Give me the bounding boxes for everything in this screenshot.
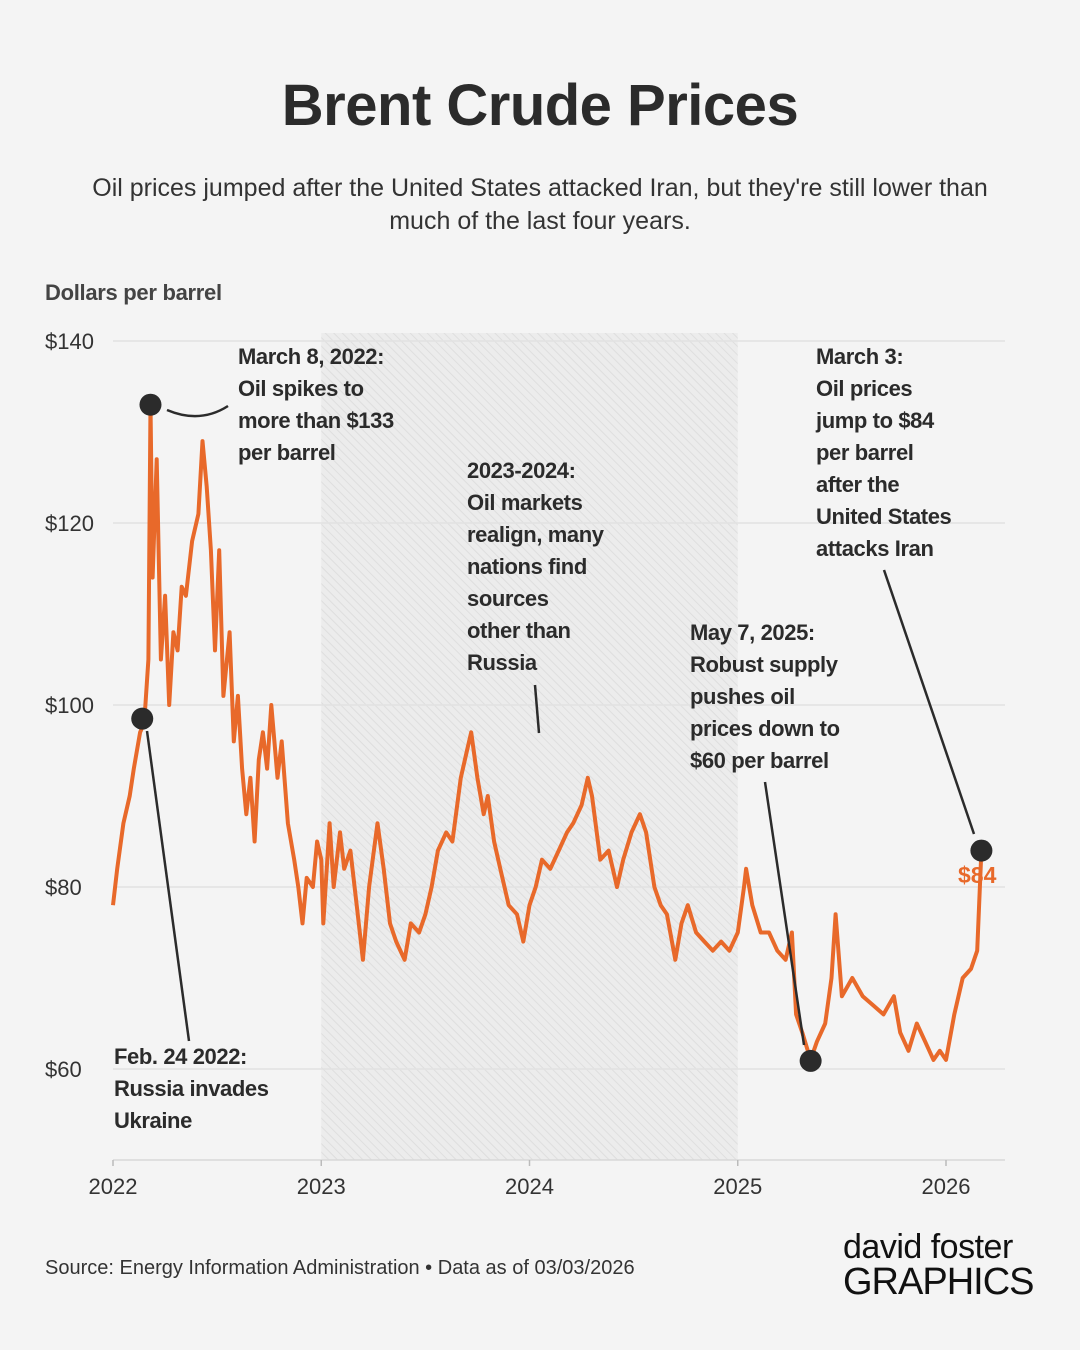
annotation-line: pushes oil xyxy=(690,684,795,709)
annotation-dot-spike xyxy=(139,393,162,416)
y-tick-label: $120 xyxy=(45,511,94,536)
x-tick-label: 2024 xyxy=(505,1174,554,1199)
annotation-realign: 2023-2024: Oil markets realign, many nat… xyxy=(467,455,604,679)
leader-line-spike xyxy=(166,404,229,418)
logo-line-2: GRAPHICS xyxy=(843,1261,1034,1303)
annotation-line: March 3: xyxy=(816,344,904,369)
annotation-line: $60 per barrel xyxy=(690,748,829,773)
annotation-dot-iran xyxy=(970,839,993,862)
x-tick-label: 2022 xyxy=(89,1174,138,1199)
logo-line-1: david foster xyxy=(843,1228,1013,1266)
annotation-dot-invasion xyxy=(131,707,154,730)
annotation-line: Oil markets xyxy=(467,490,583,515)
annotation-line: United States xyxy=(816,504,952,529)
x-tick-label: 2025 xyxy=(713,1174,762,1199)
annotation-invasion: Feb. 24 2022: Russia invades Ukraine xyxy=(114,1041,269,1137)
x-tick-label: 2026 xyxy=(922,1174,971,1199)
leader-line-iran xyxy=(882,569,976,835)
annotation-line: per barrel xyxy=(238,440,336,465)
annotation-line: Robust supply xyxy=(690,652,838,677)
annotation-line: after the xyxy=(816,472,900,497)
annotation-dot-supply xyxy=(799,1049,822,1072)
leader-line-invasion xyxy=(145,730,191,1042)
annotation-line: Russia invades xyxy=(114,1076,269,1101)
annotation-iran: March 3: Oil prices jump to $84 per barr… xyxy=(816,341,952,565)
annotation-line: Russia xyxy=(467,650,537,675)
annotation-line: sources xyxy=(467,586,549,611)
annotation-spike: March 8, 2022: Oil spikes to more than $… xyxy=(238,341,394,469)
y-tick-label: $60 xyxy=(45,1057,82,1082)
last-value-label: $84 xyxy=(958,862,997,888)
annotation-line: Ukraine xyxy=(114,1108,192,1133)
annotation-line: jump to $84 xyxy=(816,408,934,433)
annotation-line: per barrel xyxy=(816,440,914,465)
annotation-line: nations find xyxy=(467,554,587,579)
brand-logo: david foster GRAPHICS xyxy=(843,1228,1038,1303)
annotation-line: prices down to xyxy=(690,716,840,741)
annotation-line: Feb. 24 2022: xyxy=(114,1044,247,1069)
annotation-line: more than $133 xyxy=(238,408,394,433)
y-tick-label: $140 xyxy=(45,329,94,354)
shaded-period-2023-2024 xyxy=(321,333,738,1160)
annotation-line: Oil spikes to xyxy=(238,376,364,401)
leader-line-supply xyxy=(763,781,806,1046)
annotation-line: March 8, 2022: xyxy=(238,344,385,369)
x-tick-label: 2023 xyxy=(297,1174,346,1199)
y-tick-label: $80 xyxy=(45,875,82,900)
y-tick-label: $100 xyxy=(45,693,94,718)
leader-line-realign xyxy=(533,684,541,734)
annotation-line: attacks Iran xyxy=(816,536,934,561)
annotation-supply: May 7, 2025: Robust supply pushes oil pr… xyxy=(690,617,840,777)
annotation-line: 2023-2024: xyxy=(467,458,576,483)
annotation-line: Oil prices xyxy=(816,376,913,401)
annotation-line: other than xyxy=(467,618,571,643)
annotation-line: May 7, 2025: xyxy=(690,620,815,645)
source-note: Source: Energy Information Administratio… xyxy=(45,1257,635,1279)
y-axis-label: Dollars per barrel xyxy=(45,280,222,305)
chart-subtitle: Oil prices jumped after the United State… xyxy=(92,174,988,235)
annotation-line: realign, many xyxy=(467,522,604,547)
chart-title: Brent Crude Prices xyxy=(281,73,799,138)
